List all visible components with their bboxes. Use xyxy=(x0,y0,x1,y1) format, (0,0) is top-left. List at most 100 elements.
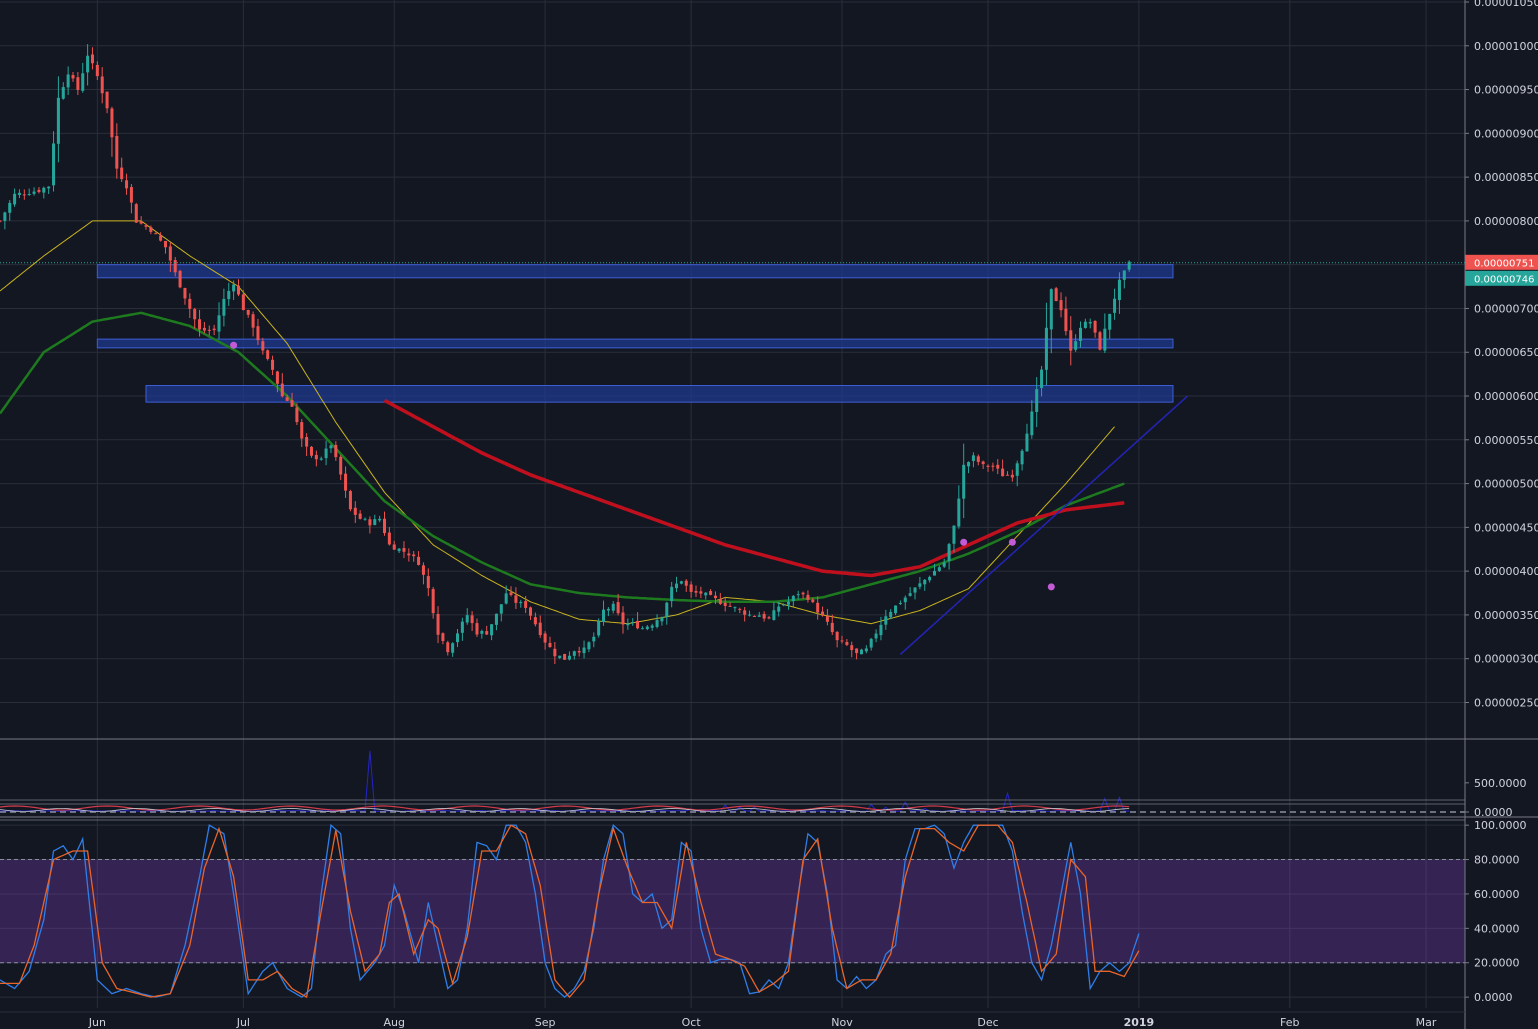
candle-body-down xyxy=(241,294,245,311)
candle-body-down xyxy=(1059,300,1063,311)
candle-body-up xyxy=(869,638,873,648)
candle-body-up xyxy=(879,624,883,636)
candle-body-up xyxy=(3,212,7,221)
volume-line xyxy=(0,750,1130,812)
candle-body-down xyxy=(129,187,133,203)
candle-body-up xyxy=(913,587,917,593)
candle-body-down xyxy=(509,592,513,595)
candle-body-down xyxy=(144,225,148,227)
candle-body-up xyxy=(928,576,932,581)
price-tick-label: 0.00000550 xyxy=(1474,434,1538,447)
candle-body-down xyxy=(168,246,172,261)
candle-body-up xyxy=(952,525,956,544)
candle-body-up xyxy=(1015,463,1019,476)
candle-body-down xyxy=(163,240,167,248)
candle-body-down xyxy=(344,473,348,491)
candle-body-up xyxy=(455,633,460,643)
candle-body-up xyxy=(217,315,221,332)
candle-body-up xyxy=(1103,328,1107,351)
candle-body-up xyxy=(791,595,795,602)
candle-body-up xyxy=(587,642,591,650)
candle-body-up xyxy=(1044,327,1048,370)
candle-body-up xyxy=(894,605,898,614)
price-tick-label: 0.00000950 xyxy=(1474,84,1538,97)
ma-long-line xyxy=(383,398,1125,578)
candle-body-down xyxy=(514,595,518,603)
candle-body-down xyxy=(387,532,391,545)
candle-body-up xyxy=(923,579,927,585)
time-tick-label: Sep xyxy=(535,1016,556,1029)
time-axis[interactable]: Jun Jul Aug Sep Oct Nov Dec 2019 Feb Mar xyxy=(88,1016,1437,1029)
stoch-tick-label: 80.0000 xyxy=(1474,854,1520,867)
candle-body-up xyxy=(1113,298,1117,313)
candle-body-down xyxy=(446,642,450,653)
candle-body-up xyxy=(957,498,961,527)
candle-body-up xyxy=(52,143,56,186)
candle-body-down xyxy=(538,622,542,636)
ma-medium-line xyxy=(0,311,1125,604)
candle-body-up xyxy=(874,633,878,639)
candle-body-down xyxy=(470,615,474,624)
candle-body-down xyxy=(1093,320,1097,333)
candle-body-up xyxy=(748,614,752,616)
stochastic-lines xyxy=(0,823,1140,999)
candle-body-down xyxy=(271,359,275,370)
candle-body-up xyxy=(490,624,494,636)
candle-body-up xyxy=(572,651,576,656)
candle-body-up xyxy=(1078,327,1083,341)
candle-body-up xyxy=(460,621,464,633)
candle-body-down xyxy=(280,383,284,397)
candle-body-down xyxy=(441,633,445,642)
candle-body-down xyxy=(193,309,197,320)
candle-body-up xyxy=(1088,322,1092,324)
candle-body-down xyxy=(159,235,163,241)
candle-body-up xyxy=(650,625,654,628)
price-tick-label: 0.00000300 xyxy=(1474,653,1538,666)
candle-body-up xyxy=(675,583,679,589)
candle-body-down xyxy=(1001,468,1005,477)
candle-body-down xyxy=(412,554,416,557)
candle-body-up xyxy=(1122,270,1126,280)
price-axis[interactable]: 0.00000250 0.00000300 0.00000350 0.00000400… xyxy=(1465,0,1538,1004)
candle-body-down xyxy=(475,623,479,635)
candle-body-up xyxy=(967,462,971,467)
candle-body-up xyxy=(918,583,922,587)
candle-body-up xyxy=(859,649,863,655)
candle-body-down xyxy=(816,602,820,613)
candle-body-up xyxy=(319,458,323,460)
candle-body-down xyxy=(188,298,192,309)
candle-body-down xyxy=(981,461,985,465)
candle-body-down xyxy=(266,350,270,359)
candle-body-down xyxy=(275,371,279,384)
candle-body-down xyxy=(684,580,688,586)
moving-averages xyxy=(0,220,1125,625)
candlesticks[interactable] xyxy=(0,44,1131,665)
price-badge-label: 0.00000746 xyxy=(1474,274,1534,285)
candle-body-down xyxy=(309,446,314,456)
candle-body-down xyxy=(616,602,620,614)
candle-body-up xyxy=(670,586,674,602)
ma-cross-marker xyxy=(960,538,968,546)
candle-body-down xyxy=(417,556,421,565)
price-tick-label: 0.00000800 xyxy=(1474,215,1538,228)
candle-body-down xyxy=(577,651,581,653)
candle-body-down xyxy=(183,288,187,299)
volume-panel xyxy=(0,750,1465,821)
candle-body-up xyxy=(13,193,17,205)
candle-body-down xyxy=(120,167,124,180)
candle-body-up xyxy=(222,298,226,316)
candle-body-up xyxy=(329,445,333,449)
candle-body-up xyxy=(898,602,902,604)
ma-cross-marker xyxy=(230,341,238,349)
candle-body-down xyxy=(1069,330,1073,351)
candle-body-down xyxy=(709,591,713,595)
candle-body-up xyxy=(47,186,51,189)
candle-body-down xyxy=(90,54,94,64)
candle-body-down xyxy=(996,464,1000,469)
candle-body-down xyxy=(314,454,318,460)
candle-body-down xyxy=(105,91,109,109)
candle-body-down xyxy=(353,507,357,515)
candle-body-down xyxy=(149,227,153,232)
candle-body-up xyxy=(451,643,455,653)
